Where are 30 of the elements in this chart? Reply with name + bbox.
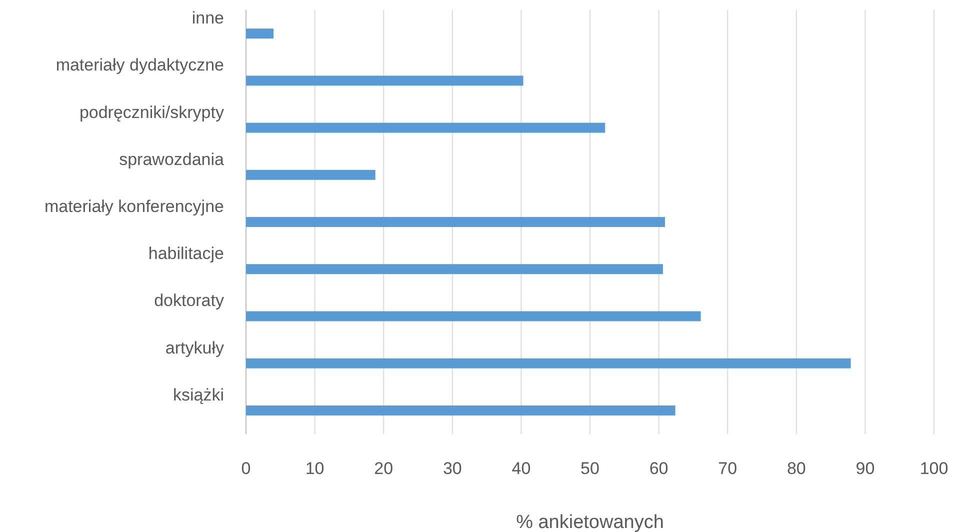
bar — [246, 311, 701, 322]
bar — [246, 264, 663, 274]
y-tick-label: doktoraty — [154, 291, 224, 310]
x-tick-label: 10 — [305, 459, 324, 478]
x-tick-label: 80 — [786, 459, 806, 478]
x-tick-label: 90 — [856, 459, 875, 478]
bar — [246, 217, 665, 227]
x-tick-label: 30 — [442, 459, 462, 478]
y-tick-label: artykuły — [165, 338, 224, 358]
y-tick-label: materiały konferencyjne — [44, 197, 224, 216]
x-tick-label: 70 — [718, 459, 738, 478]
x-axis-title: % ankietowanych — [516, 512, 664, 532]
x-tick-label: 60 — [649, 459, 668, 478]
x-tick-label: 40 — [512, 459, 531, 478]
x-tick-label: 100 — [920, 459, 948, 478]
bar — [246, 76, 524, 86]
x-tick-label: 50 — [580, 459, 600, 478]
y-tick-label: habilitacje — [148, 244, 224, 264]
bar — [246, 170, 376, 180]
x-tick-label: 0 — [241, 459, 251, 478]
y-tick-label: książki — [172, 385, 224, 404]
bar — [246, 122, 606, 133]
y-tick-label: podręczniki/skrypty — [79, 102, 224, 122]
y-tick-label: sprawozdania — [119, 150, 225, 169]
bar — [246, 358, 851, 368]
x-tick-label: 20 — [374, 459, 394, 478]
y-tick-label: inne — [192, 8, 224, 28]
bar — [246, 28, 274, 39]
y-tick-label: materiały dydaktyczne — [56, 56, 224, 75]
bar — [246, 405, 676, 416]
